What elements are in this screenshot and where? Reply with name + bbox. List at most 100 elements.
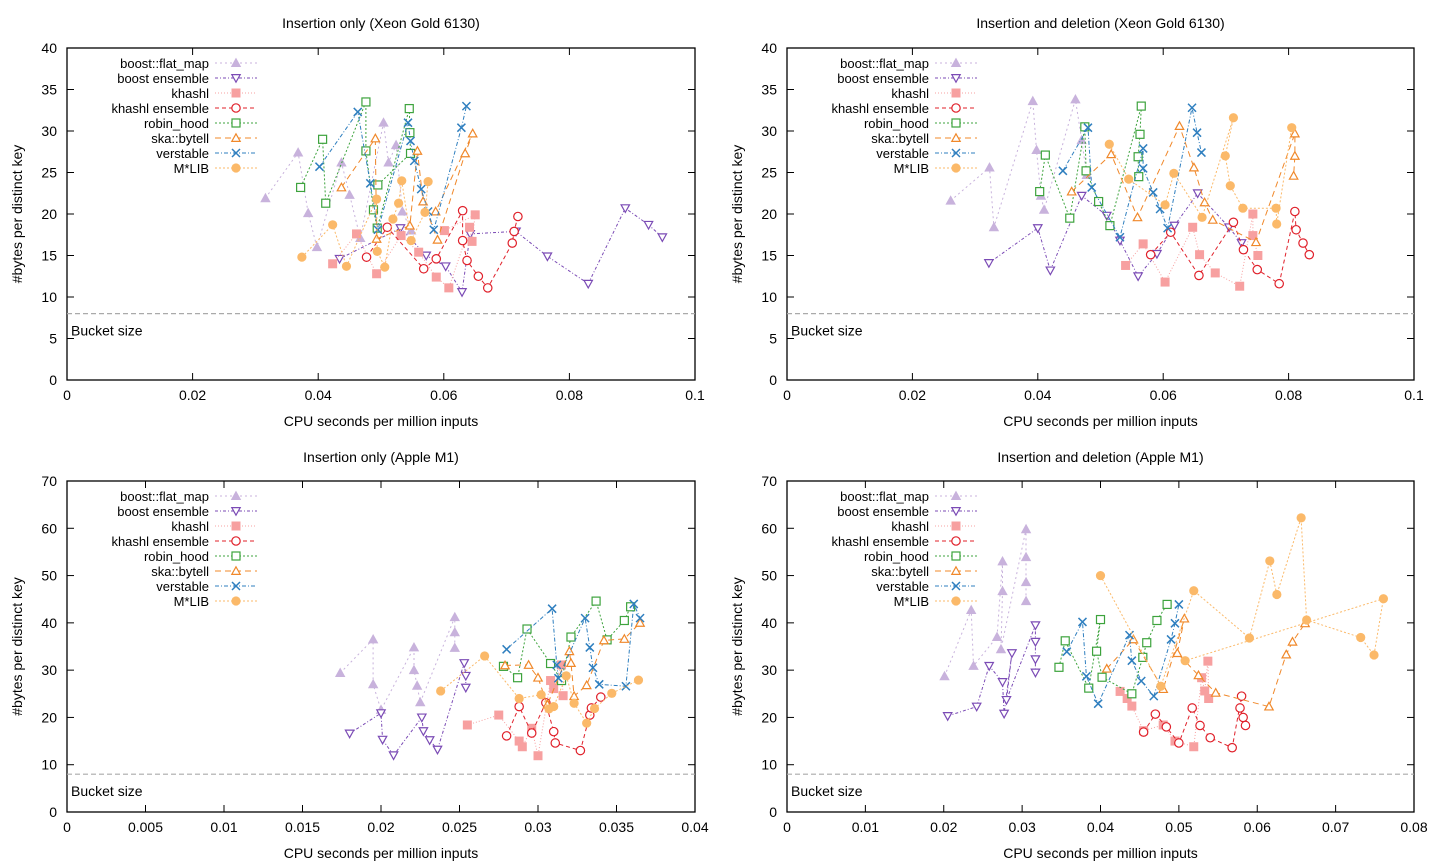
series-line — [1125, 213, 1259, 287]
data-point — [418, 727, 429, 737]
data-point — [1289, 128, 1301, 138]
data-point — [431, 254, 442, 264]
data-point — [1054, 662, 1064, 672]
data-point — [550, 738, 561, 748]
data-point — [1138, 143, 1148, 153]
y-tick-label: 30 — [41, 662, 57, 678]
legend-marker — [950, 74, 962, 84]
data-point — [1281, 649, 1292, 659]
series-line — [1062, 107, 1202, 239]
data-point — [971, 702, 982, 712]
series-boost-ensemble — [942, 621, 1041, 722]
data-point — [1174, 738, 1184, 748]
x-tick-label: 0.005 — [128, 819, 163, 835]
data-point — [373, 225, 383, 235]
data-point — [621, 681, 631, 691]
data-point — [494, 710, 504, 720]
data-point — [1169, 168, 1179, 178]
series-line — [349, 662, 467, 757]
data-point — [1093, 699, 1103, 709]
y-axis-label: #bytes per distinct key — [9, 577, 25, 716]
data-point — [444, 283, 454, 293]
legend-marker — [231, 596, 241, 606]
data-point — [575, 745, 586, 756]
y-tick-label: 10 — [761, 757, 777, 773]
data-point — [458, 659, 470, 669]
data-point — [557, 660, 567, 670]
data-point — [334, 667, 346, 677]
data-point — [353, 107, 363, 117]
data-point — [461, 101, 471, 111]
data-point — [1160, 277, 1170, 287]
series-line — [366, 210, 519, 289]
data-point — [607, 688, 617, 698]
data-point — [1105, 221, 1115, 231]
data-point — [522, 624, 532, 634]
data-point — [1271, 203, 1281, 213]
bucket-size-label: Bucket size — [791, 323, 863, 339]
legend-label: ska::bytell — [151, 564, 209, 579]
x-tick-label: 0.05 — [1165, 819, 1192, 835]
y-tick-label: 30 — [761, 123, 777, 139]
data-point — [449, 642, 461, 652]
data-point — [965, 604, 977, 615]
data-point — [397, 176, 407, 186]
legend-marker — [230, 490, 242, 500]
legend-label: khashl — [891, 86, 929, 101]
y-tick-label: 10 — [41, 289, 57, 305]
data-point — [412, 145, 423, 155]
data-point — [328, 259, 338, 269]
y-tick-label: 0 — [49, 804, 57, 820]
legend-label: khashl — [171, 519, 209, 534]
y-tick-label: 30 — [41, 123, 57, 139]
data-point — [372, 269, 382, 279]
data-point — [1172, 647, 1183, 658]
data-point — [542, 252, 553, 262]
legend-marker — [951, 536, 961, 546]
data-point — [352, 229, 362, 239]
data-point — [1076, 134, 1087, 145]
data-point — [1097, 672, 1107, 682]
chart-title: Insertion only (Apple M1) — [303, 449, 459, 465]
data-point — [569, 698, 579, 708]
y-tick-label: 20 — [41, 206, 57, 222]
y-tick-label: 40 — [761, 40, 777, 56]
y-tick-label: 20 — [761, 206, 777, 222]
data-point — [373, 180, 383, 190]
data-point — [415, 696, 426, 707]
data-point — [502, 644, 512, 654]
data-point — [1095, 570, 1106, 581]
data-point — [1210, 268, 1220, 278]
x-tick-label: 0.03 — [524, 819, 551, 835]
x-tick-label: 0.06 — [1244, 819, 1271, 835]
series-boost-flat-map — [945, 94, 1092, 232]
y-tick-label: 0 — [769, 804, 777, 820]
legend-marker — [231, 148, 241, 158]
series-m-lib — [436, 651, 644, 728]
series-verstable — [314, 101, 471, 235]
data-point — [1040, 150, 1050, 160]
data-point — [388, 214, 398, 224]
data-point — [1240, 720, 1251, 731]
legend-label: robin_hood — [144, 116, 209, 131]
data-point — [361, 146, 371, 156]
data-point — [361, 252, 372, 262]
data-point — [297, 252, 307, 262]
y-tick-label: 40 — [41, 40, 57, 56]
series-line — [264, 122, 412, 250]
data-point — [1194, 270, 1204, 281]
data-point — [995, 643, 1007, 654]
x-tick-label: 0.02 — [930, 819, 957, 835]
y-tick-label: 40 — [761, 615, 777, 631]
x-tick-label: 0.04 — [681, 819, 708, 835]
data-point — [296, 182, 306, 193]
legend-label: khashl — [891, 519, 929, 534]
y-tick-label: 35 — [761, 82, 777, 98]
y-tick-label: 30 — [761, 662, 777, 678]
data-point — [361, 97, 371, 107]
data-point — [408, 664, 420, 675]
data-point — [1166, 634, 1176, 644]
data-point — [1077, 617, 1088, 627]
